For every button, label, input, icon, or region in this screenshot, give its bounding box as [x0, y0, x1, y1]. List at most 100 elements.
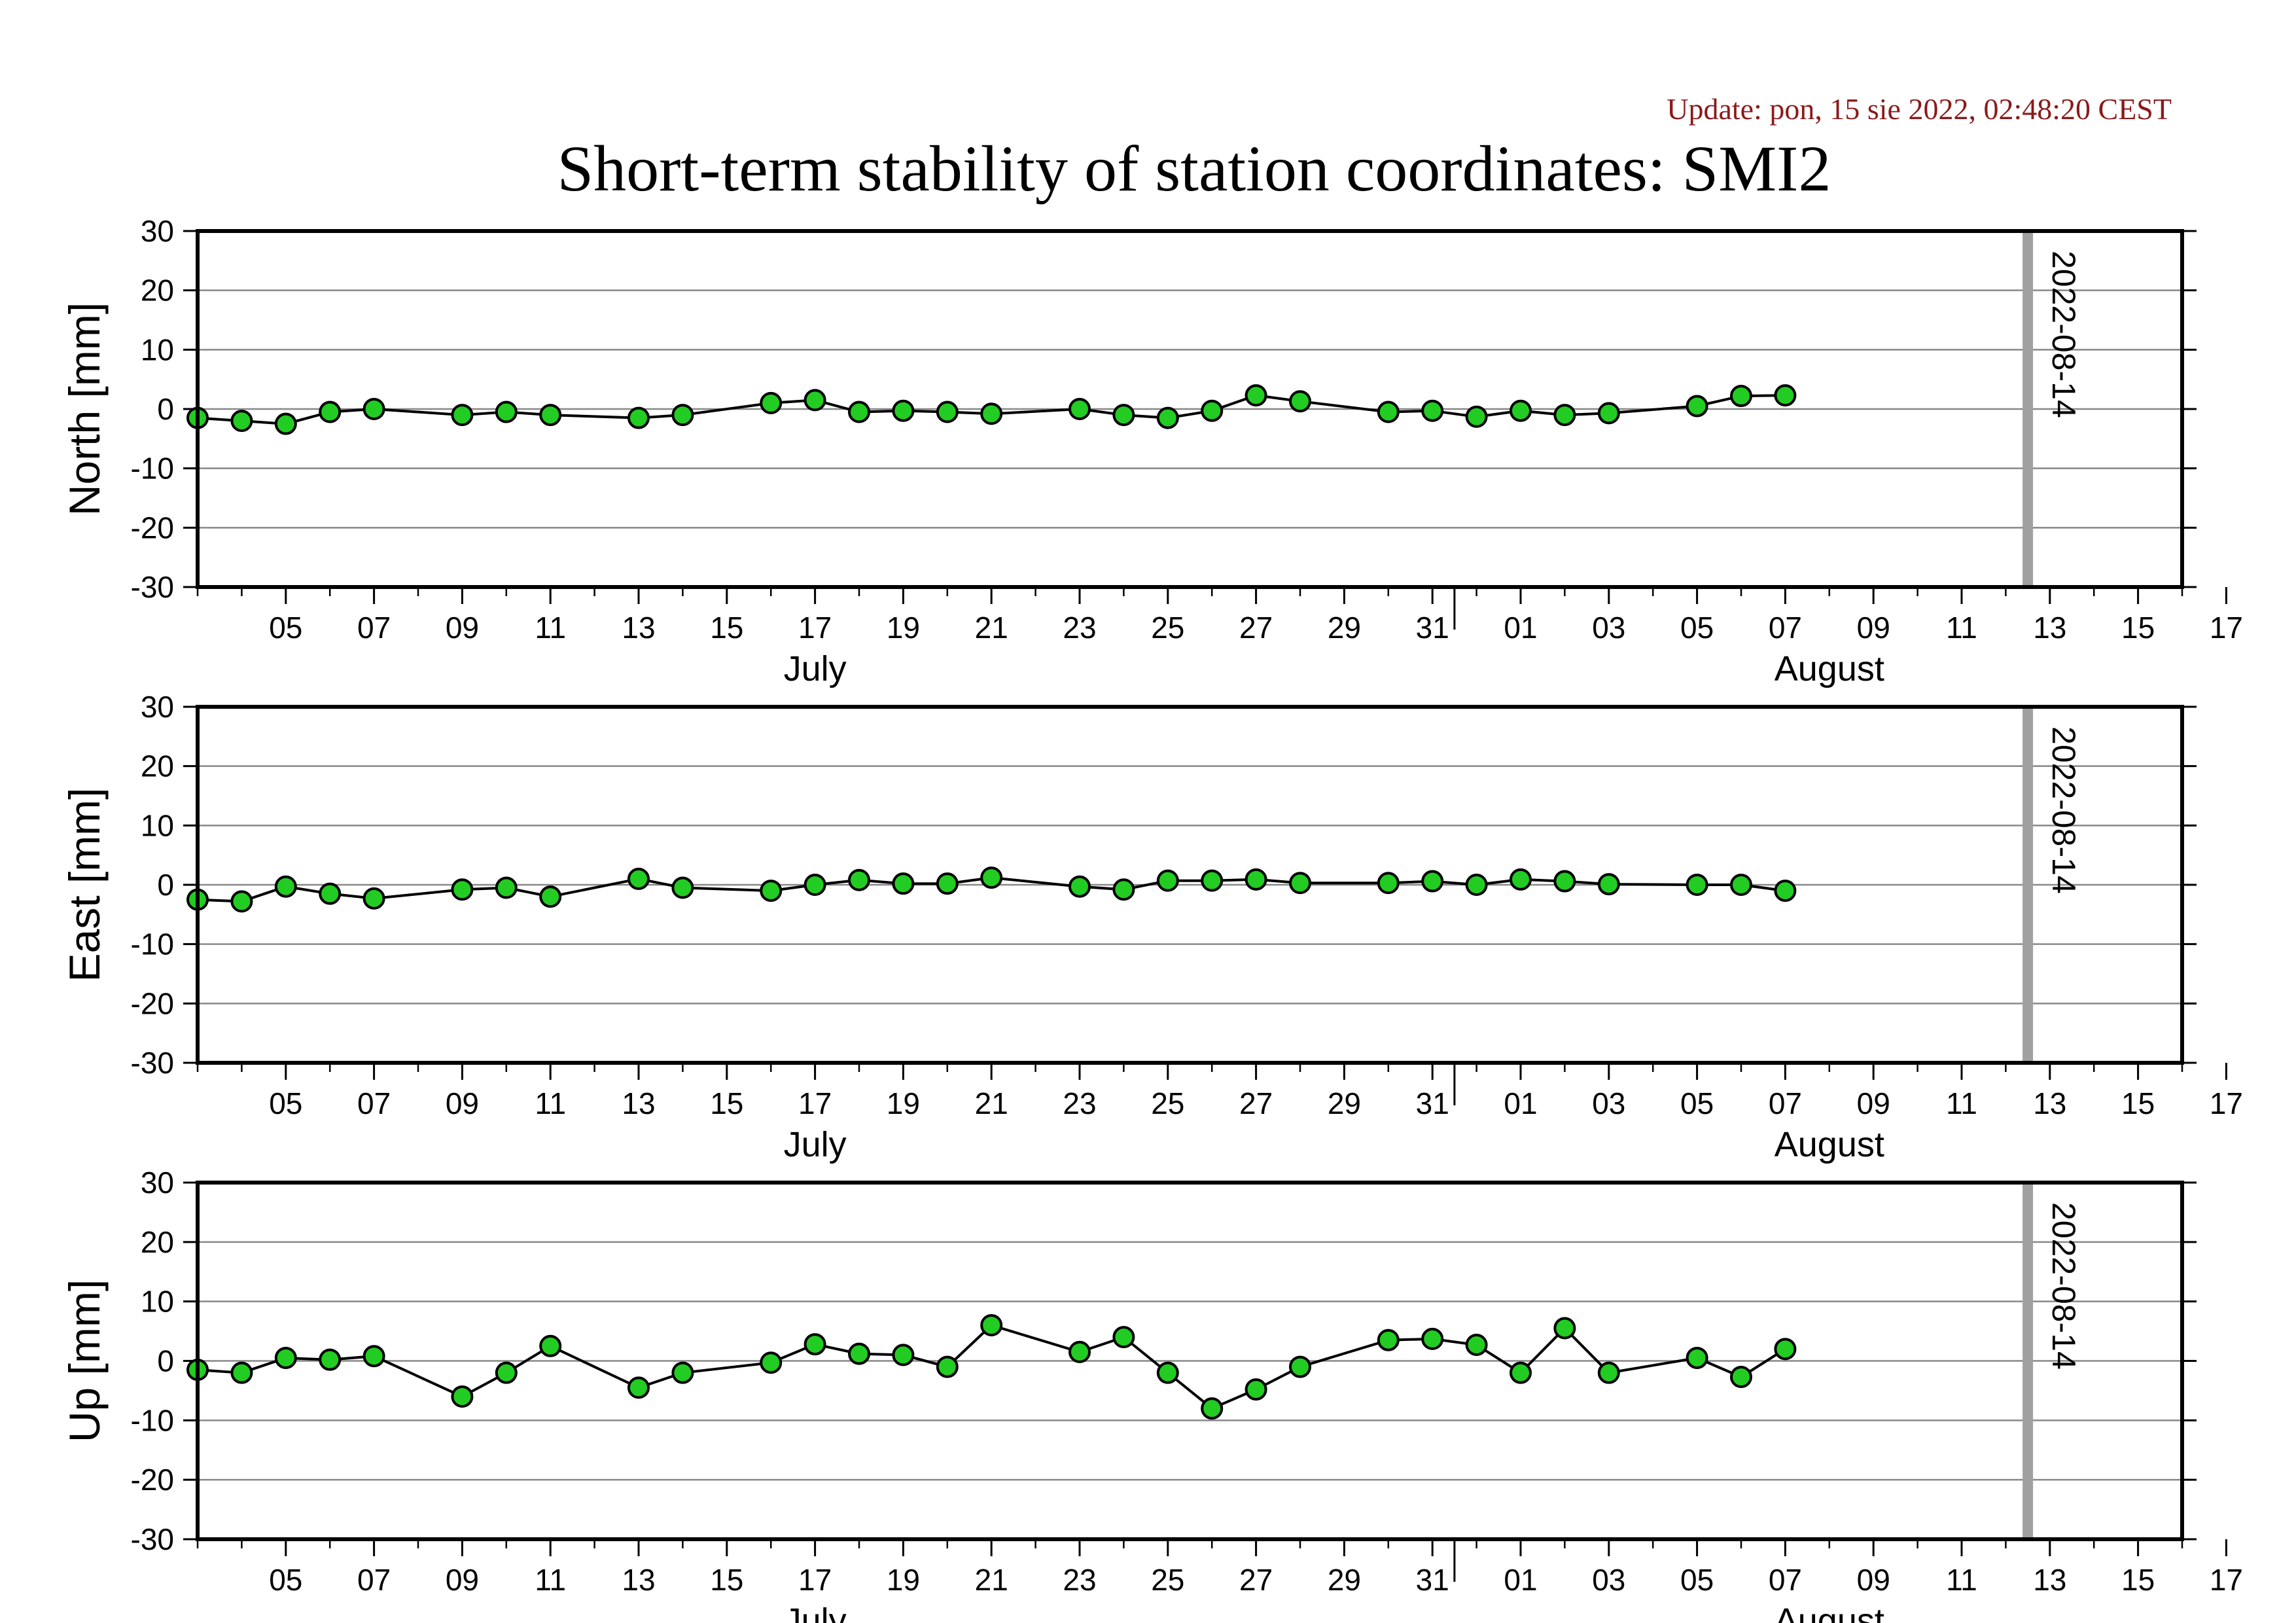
data-point	[495, 876, 518, 899]
plot-frame	[196, 229, 2184, 589]
data-point	[1730, 385, 1752, 408]
x-tick-label: 03	[1592, 1086, 1625, 1120]
data-point	[848, 1342, 870, 1365]
y-axis-label: East [mm]	[60, 787, 109, 982]
x-tick-label: 11	[535, 1563, 566, 1597]
page-title: Short-term stability of station coordina…	[557, 132, 1831, 205]
y-tick-label: -30	[131, 570, 174, 604]
data-point	[495, 1361, 518, 1384]
data-point	[1156, 869, 1179, 892]
x-tick-label: 29	[1328, 1563, 1361, 1597]
x-tick-label: 13	[622, 611, 655, 645]
data-point	[1686, 874, 1708, 896]
x-tick-label: 05	[269, 611, 302, 645]
data-point	[362, 398, 385, 420]
y-tick-label: 10	[141, 1285, 174, 1319]
x-tick-label: 23	[1063, 1086, 1096, 1120]
data-point	[671, 404, 694, 427]
data-point	[1686, 395, 1708, 418]
data-point	[319, 882, 342, 905]
data-point	[539, 1334, 562, 1357]
data-point	[980, 1314, 1003, 1336]
data-point	[892, 1344, 915, 1366]
data-point	[1686, 1346, 1708, 1369]
data-point	[892, 399, 915, 422]
data-point	[274, 412, 297, 435]
data-point	[1377, 1329, 1400, 1351]
x-tick-label: 25	[1151, 1086, 1184, 1120]
data-point	[495, 401, 518, 423]
x-tick-label: 27	[1239, 1563, 1273, 1597]
y-axis-label: North [mm]	[60, 302, 109, 516]
x-tick-label: 23	[1063, 1563, 1096, 1597]
data-point	[627, 406, 650, 429]
x-tick-label: 07	[1769, 611, 1802, 645]
data-point	[1553, 1317, 1576, 1340]
data-point	[1553, 404, 1576, 427]
x-tick-label: 13	[622, 1086, 655, 1120]
y-tick-label: 30	[141, 690, 174, 724]
data-point	[1289, 872, 1311, 895]
x-tick-label: 03	[1592, 1563, 1625, 1597]
x-tick-label: 19	[887, 1086, 920, 1120]
data-point	[1597, 402, 1620, 425]
data-point	[1510, 868, 1532, 891]
data-point	[1289, 390, 1311, 413]
x-tick-label: 23	[1063, 611, 1096, 645]
data-point	[1069, 398, 1091, 420]
y-tick-label: -20	[131, 510, 174, 544]
x-tick-label: 05	[269, 1563, 302, 1597]
x-tick-label: 21	[975, 611, 1008, 645]
x-tick-label: 19	[887, 611, 920, 645]
x-tick-label: 15	[2121, 1563, 2155, 1597]
x-tick-label: 17	[798, 1086, 832, 1120]
x-tick-label: 27	[1239, 1086, 1273, 1120]
date-marker-label: 2022-08-14	[2045, 251, 2082, 418]
x-tick-label: 13	[2033, 611, 2066, 645]
x-tick-label: 21	[975, 1563, 1008, 1597]
data-point	[1774, 1338, 1797, 1361]
x-tick-label: 21	[975, 1086, 1008, 1120]
x-tick-label: 09	[446, 1086, 479, 1120]
data-point	[804, 1333, 826, 1356]
x-tick-label: 13	[2033, 1086, 2066, 1120]
data-point	[936, 401, 959, 423]
data-point	[760, 880, 783, 902]
data-point	[1774, 880, 1797, 902]
x-tick-label: 07	[357, 611, 391, 645]
y-tick-label: 30	[141, 214, 174, 248]
data-point	[936, 872, 959, 895]
y-tick-label: 20	[141, 749, 174, 783]
data-point	[1201, 399, 1224, 422]
series-line	[197, 1323, 1786, 1410]
data-point	[230, 1361, 253, 1384]
y-tick-label: -10	[131, 927, 174, 961]
x-tick-label: 11	[1946, 1086, 1977, 1120]
data-point	[760, 1351, 783, 1374]
x-tick-label: 19	[887, 1563, 920, 1597]
x-tick-label: 25	[1151, 1563, 1184, 1597]
data-point	[1597, 873, 1620, 896]
x-tick-label: 01	[1504, 1563, 1537, 1597]
data-point	[1421, 1327, 1444, 1350]
x-tick-label: 15	[710, 1563, 743, 1597]
data-point	[1510, 1361, 1532, 1384]
month-label: August	[1775, 649, 1884, 688]
y-tick-label: 10	[141, 332, 174, 366]
x-tick-label: 11	[1946, 1563, 1977, 1597]
data-point	[319, 1348, 342, 1371]
x-tick-label: 11	[535, 1086, 566, 1120]
x-tick-label: 09	[1857, 1086, 1890, 1120]
x-tick-label: 05	[1680, 611, 1714, 645]
data-point	[451, 1385, 474, 1408]
y-tick-label: -30	[131, 1046, 174, 1080]
x-tick-label: 09	[1857, 1563, 1890, 1597]
data-point	[1465, 1333, 1488, 1356]
y-axis-label: Up [mm]	[60, 1279, 109, 1442]
data-point	[539, 885, 562, 908]
y-tick-label: 20	[141, 1225, 174, 1259]
y-tick-label: -20	[131, 1463, 174, 1497]
data-point	[627, 867, 650, 890]
data-point	[1730, 874, 1752, 896]
